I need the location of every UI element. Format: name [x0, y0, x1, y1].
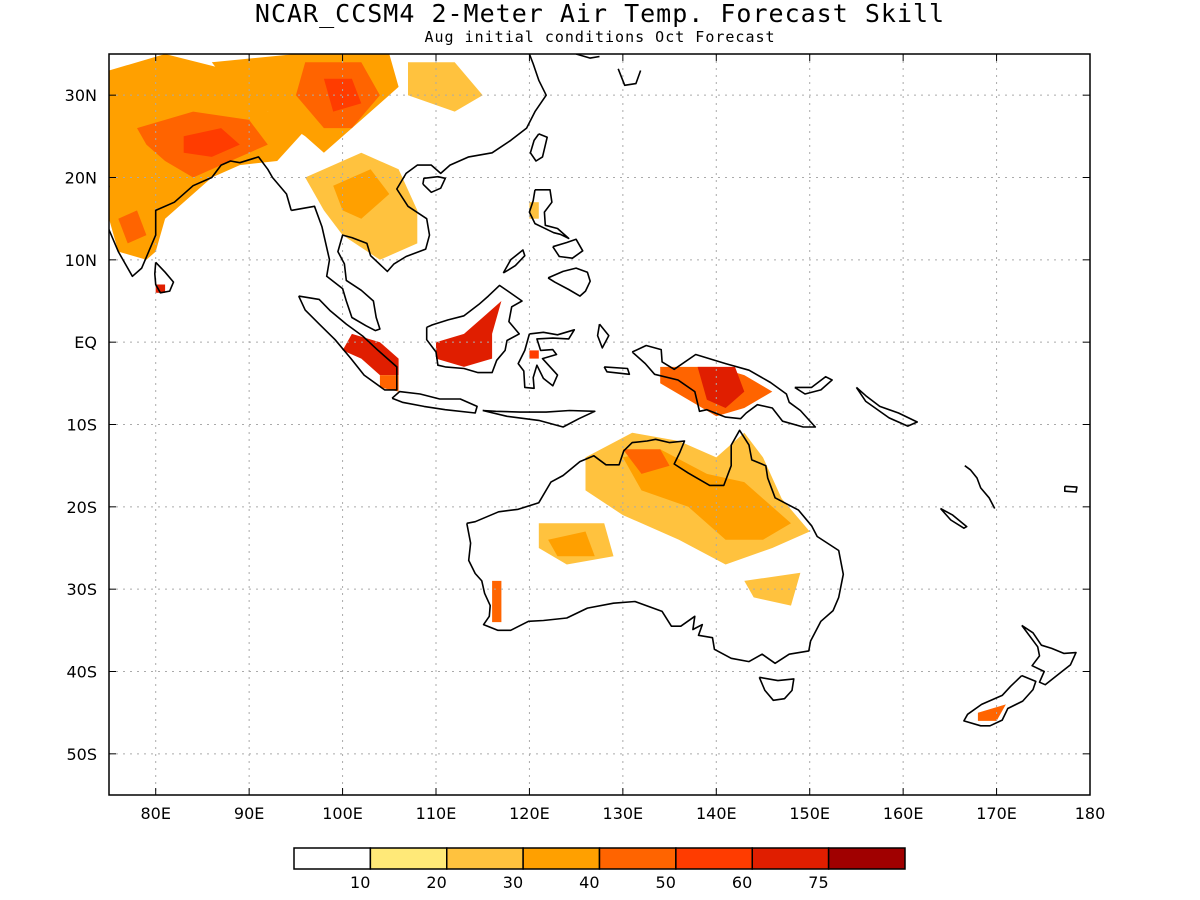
- colorbar-swatch: [675, 847, 753, 870]
- lat-tick-label: 30N: [65, 86, 97, 105]
- map-title: NCAR_CCSM4 2-Meter Air Temp. Forecast Sk…: [254, 0, 946, 28]
- colorbar-label: 30: [503, 873, 523, 892]
- coastline-hainan: [422, 175, 447, 194]
- skill-region-australia-north-high: [622, 449, 670, 474]
- coastline-nz-north: [1021, 624, 1077, 686]
- lat-tick-label: 30S: [66, 580, 97, 599]
- skill-region-australia-north-mid: [622, 449, 791, 540]
- coastline-sri-lanka-coast: [154, 261, 175, 294]
- lat-tick-label: 20S: [66, 498, 97, 517]
- skill-region-southeast-asia-mid: [333, 169, 390, 219]
- colorbar-swatch: [827, 847, 906, 870]
- colorbar: 10 20 30 40 50 60 75: [293, 847, 906, 892]
- axis-ticks: 80E 90E 100E 110E 120E 130E 140E 150E 160E 170E 18…: [65, 54, 1106, 823]
- coastline-nz-south: [963, 674, 1037, 727]
- coastline-solomons: [855, 386, 919, 427]
- coastlines: [109, 54, 1078, 727]
- coastline-seram: [603, 366, 631, 376]
- skill-region-india-peak: [183, 128, 240, 157]
- lon-tick-label: 120E: [509, 804, 550, 823]
- lon-tick-label: 170E: [976, 804, 1017, 823]
- lon-tick-label: 90E: [234, 804, 264, 823]
- map-subtitle: Aug initial conditions Oct Forecast: [424, 28, 776, 46]
- colorbar-swatch: [598, 847, 677, 870]
- skill-region-new-guinea-core: [697, 366, 745, 408]
- lat-tick-label: EQ: [74, 333, 97, 352]
- lat-tick-label: 40S: [66, 663, 97, 682]
- skill-region-sulawesi: [529, 350, 539, 359]
- colorbar-swatch: [293, 847, 372, 870]
- colorbar-label: 10: [350, 873, 370, 892]
- skill-region-sumatra-south: [379, 375, 399, 392]
- coastline-japan-south: [617, 68, 642, 87]
- coastline-new-guinea-coast: [631, 344, 817, 428]
- colorbar-swatch: [522, 847, 601, 870]
- lon-tick-label: 100E: [322, 804, 363, 823]
- coastline-mindanao: [547, 267, 592, 297]
- coastline-india-coast: [109, 156, 292, 278]
- skill-region-sri-lanka: [155, 284, 166, 293]
- coastline-palawan: [502, 249, 526, 274]
- coastline-new-caledonia: [939, 507, 968, 530]
- lat-tick-label: 50S: [66, 745, 97, 764]
- lon-tick-label: 160E: [883, 804, 924, 823]
- skill-region-india-south: [118, 210, 147, 244]
- skill-region-china-east: [408, 62, 483, 112]
- lat-tick-label: 10N: [65, 251, 97, 270]
- skill-region-australia-se: [744, 572, 801, 606]
- coastline-sulawesi-coast: [517, 328, 576, 390]
- colorbar-swatch: [446, 847, 524, 870]
- lon-tick-label: 80E: [140, 804, 170, 823]
- skill-region-australia-west-mid: [548, 531, 595, 557]
- graticule: [109, 54, 1090, 795]
- skill-region-australia-sw: [492, 580, 502, 623]
- colorbar-label: 20: [426, 873, 446, 892]
- coastline-taiwan: [529, 133, 549, 162]
- colorbar-label: 50: [656, 873, 676, 892]
- coastline-vanuatu: [964, 465, 996, 509]
- skill-region-borneo: [436, 301, 502, 367]
- colorbar-label: 60: [732, 873, 752, 892]
- coastline-java-coast: [391, 390, 478, 414]
- coastline-indochina-coast: [291, 54, 548, 332]
- coastline-sumatra-coast: [297, 295, 398, 391]
- skill-shading-layer: [109, 54, 1006, 721]
- coastline-new-britain: [794, 375, 833, 395]
- lon-tick-label: 130E: [603, 804, 644, 823]
- coastline-korea: [575, 54, 600, 59]
- coastline-australia-coast: [466, 429, 845, 665]
- colorbar-label: 40: [579, 873, 599, 892]
- colorbar-label: 75: [808, 873, 828, 892]
- lat-tick-label: 20N: [65, 169, 97, 188]
- coastline-fiji: [1064, 485, 1078, 493]
- lon-tick-label: 140E: [696, 804, 737, 823]
- coastline-visayas: [552, 238, 584, 260]
- colorbar-swatch: [751, 847, 830, 870]
- lat-tick-label: 10S: [66, 416, 97, 435]
- skill-region-tibet-peak: [323, 78, 362, 112]
- coastline-luzon: [528, 189, 570, 240]
- lon-tick-label: 150E: [789, 804, 830, 823]
- lon-tick-label: 110E: [416, 804, 457, 823]
- skill-region-sumatra: [342, 333, 399, 376]
- coastline-moluccas: [596, 323, 610, 349]
- coastline-borneo-coast: [425, 284, 523, 374]
- skill-region-new-zealand: [977, 704, 1006, 721]
- coastline-tasmania: [758, 676, 795, 702]
- colorbar-swatch: [369, 847, 448, 870]
- coastline-lesser-sunda: [482, 409, 596, 428]
- lon-tick-label: 180: [1075, 804, 1106, 823]
